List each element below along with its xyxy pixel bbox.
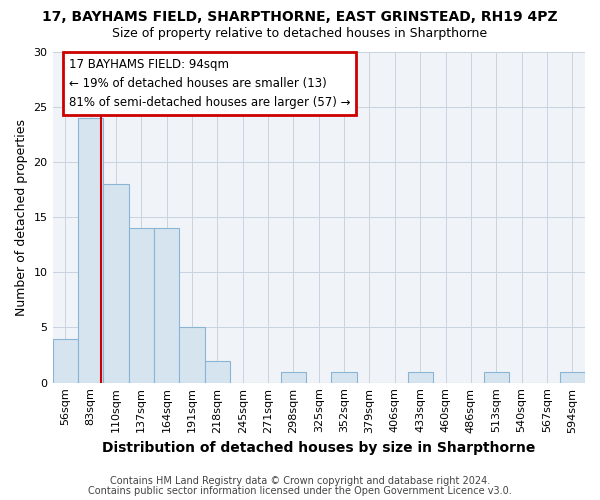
Y-axis label: Number of detached properties: Number of detached properties	[15, 118, 28, 316]
Bar	[179, 328, 205, 382]
X-axis label: Distribution of detached houses by size in Sharpthorne: Distribution of detached houses by size …	[102, 441, 535, 455]
Bar	[154, 228, 179, 382]
Bar	[205, 360, 230, 382]
Bar	[407, 372, 433, 382]
Text: Size of property relative to detached houses in Sharpthorne: Size of property relative to detached ho…	[112, 28, 488, 40]
Bar	[331, 372, 357, 382]
Text: 17 BAYHAMS FIELD: 94sqm
← 19% of detached houses are smaller (13)
81% of semi-de: 17 BAYHAMS FIELD: 94sqm ← 19% of detache…	[68, 58, 350, 109]
Bar	[103, 184, 128, 382]
Bar	[128, 228, 154, 382]
Bar	[560, 372, 585, 382]
Bar	[281, 372, 306, 382]
Text: Contains HM Land Registry data © Crown copyright and database right 2024.: Contains HM Land Registry data © Crown c…	[110, 476, 490, 486]
Bar	[484, 372, 509, 382]
Bar	[78, 118, 103, 382]
Text: Contains public sector information licensed under the Open Government Licence v3: Contains public sector information licen…	[88, 486, 512, 496]
Text: 17, BAYHAMS FIELD, SHARPTHORNE, EAST GRINSTEAD, RH19 4PZ: 17, BAYHAMS FIELD, SHARPTHORNE, EAST GRI…	[42, 10, 558, 24]
Bar	[53, 338, 78, 382]
